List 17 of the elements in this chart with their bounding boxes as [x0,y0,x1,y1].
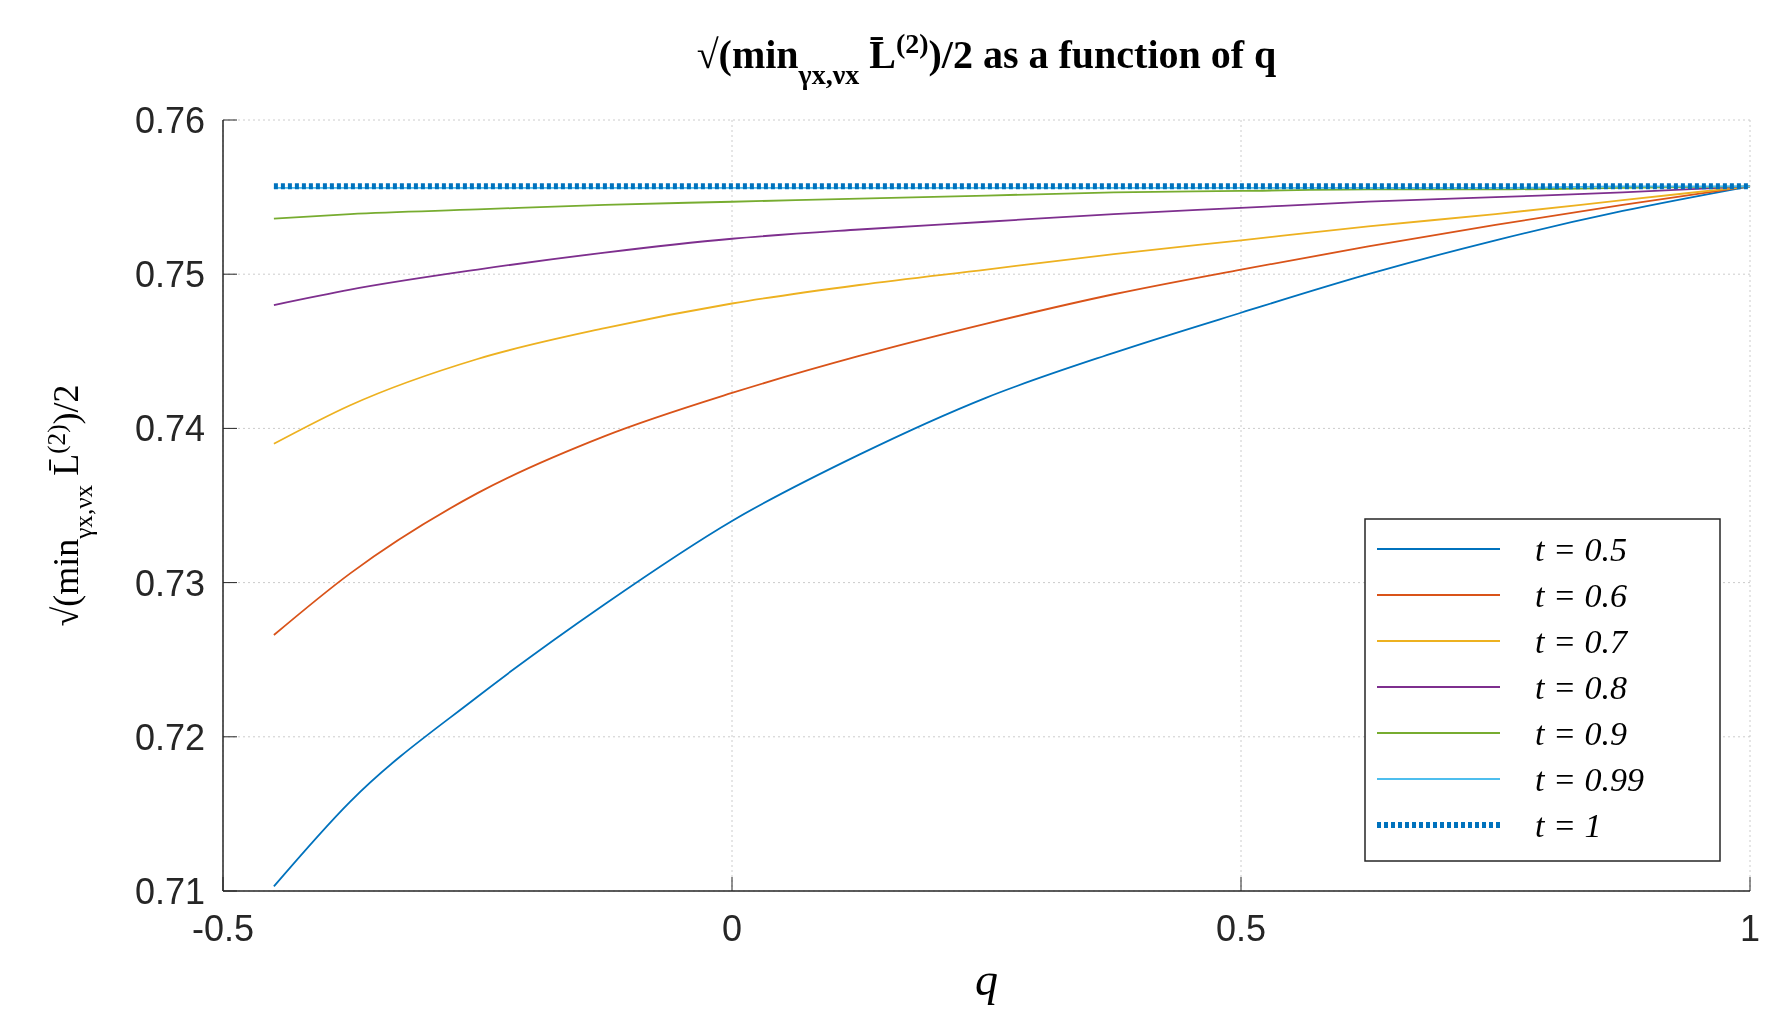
x-axis-title: q [975,954,998,1005]
y-tick-label: 0.75 [134,254,205,296]
y-tick-label: 0.76 [134,100,205,141]
y-tick-label: 0.73 [134,562,205,604]
x-tick-label: 0 [721,908,743,949]
legend-label: t = 1 [1535,807,1602,844]
legend-label: t = 0.8 [1535,669,1627,706]
y-tick-label: 0.74 [134,408,205,450]
legend-label: t = 0.5 [1535,531,1627,568]
legend-label: t = 0.7 [1535,623,1629,660]
legend-label: t = 0.99 [1535,761,1644,798]
x-tick-label: 0.5 [1215,908,1267,949]
legend-label: t = 0.9 [1535,715,1627,752]
legend-label: t = 0.6 [1535,577,1627,614]
y-tick-label: 0.72 [134,716,205,758]
chart-title: √(min$_{γx,νx}$ L̄$^{(2)}$)/2 as a function of q [696,27,1277,90]
x-tick-label: 1 [1739,908,1761,949]
